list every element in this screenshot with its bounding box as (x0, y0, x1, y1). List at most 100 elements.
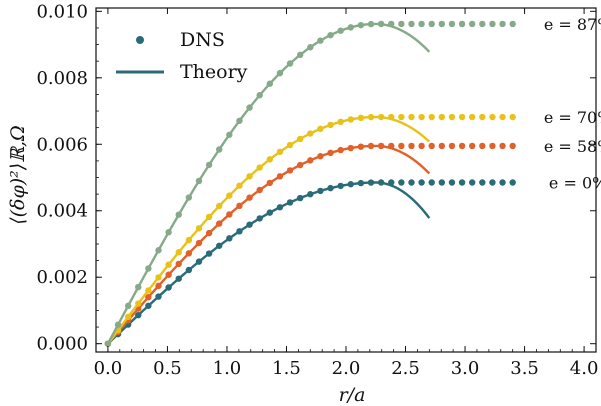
dns-point-1-22 (327, 149, 334, 157)
y-tick-label-5: 0.010 (36, 1, 88, 22)
dns-point-3-20 (307, 44, 314, 51)
dns-point-1-27 (377, 142, 385, 150)
dns-point-3-36 (468, 20, 476, 28)
x-tick-label-5: 2.5 (391, 358, 420, 379)
plot-area (95, 7, 597, 353)
dns-point-0-39 (499, 179, 506, 186)
dns-point-0-16 (266, 209, 274, 216)
dns-point-0-37 (479, 179, 486, 186)
dns-point-0-11 (216, 242, 223, 249)
dns-point-3-6 (165, 229, 172, 236)
dns-point-3-18 (286, 60, 294, 67)
dns-point-1-9 (195, 239, 203, 247)
dns-point-2-7 (175, 249, 182, 256)
dns-point-3-29 (398, 20, 405, 28)
dns-point-3-28 (388, 20, 395, 28)
dns-point-2-31 (418, 113, 425, 121)
dns-point-2-15 (256, 164, 263, 171)
dns-point-2-14 (246, 173, 253, 180)
x-tick-label-6: 3.0 (451, 358, 480, 379)
dns-point-0-31 (418, 179, 425, 186)
dns-point-2-37 (479, 113, 486, 121)
theory-line-1 (106, 144, 431, 345)
dns-point-2-21 (317, 125, 324, 133)
dns-point-2-5 (155, 274, 162, 281)
dns-point-0-22 (327, 184, 334, 192)
dns-point-1-21 (317, 153, 324, 160)
dns-point-1-36 (468, 142, 476, 150)
dns-point-3-19 (296, 51, 304, 59)
dns-point-1-32 (428, 142, 435, 150)
dns-point-3-11 (216, 146, 223, 153)
dns-point-1-24 (347, 144, 354, 152)
dns-point-1-4 (145, 293, 152, 301)
dns-point-0-26 (367, 179, 375, 186)
dns-point-1-35 (458, 142, 466, 150)
dns-point-1-28 (388, 142, 395, 150)
dns-point-0-8 (185, 266, 193, 274)
dns-point-3-32 (428, 20, 435, 28)
dns-point-0-5 (155, 293, 162, 300)
dns-point-0-14 (246, 221, 253, 228)
dns-point-2-10 (205, 213, 213, 221)
dns-point-2-25 (357, 114, 365, 122)
dns-point-2-34 (448, 113, 456, 121)
dns-point-2-20 (307, 130, 314, 137)
dns-point-0-29 (398, 179, 405, 186)
dns-point-3-35 (458, 20, 466, 28)
dns-point-0-30 (408, 179, 415, 186)
dns-point-3-13 (236, 117, 243, 124)
dns-point-2-35 (458, 113, 466, 121)
theory-line-0 (107, 181, 431, 345)
dns-point-1-34 (448, 142, 456, 150)
dns-point-3-39 (499, 20, 506, 28)
dns-point-3-2 (124, 302, 132, 310)
dns-point-0-23 (337, 182, 344, 190)
dns-point-2-13 (236, 182, 243, 189)
dns-point-2-22 (327, 121, 334, 129)
dns-point-3-3 (135, 283, 142, 291)
theory-line-2 (106, 115, 431, 345)
dns-point-0-40 (509, 179, 516, 186)
dns-point-3-4 (145, 265, 152, 272)
dns-point-2-30 (408, 113, 415, 121)
dns-point-2-40 (509, 113, 516, 121)
y-tick-label-4: 0.008 (36, 68, 88, 89)
dns-point-3-14 (246, 104, 253, 111)
plot-frame (95, 7, 597, 353)
dns-point-3-16 (266, 80, 274, 87)
dns-point-3-34 (448, 20, 456, 28)
dns-point-2-12 (226, 192, 233, 199)
dns-point-0-28 (388, 179, 395, 186)
dns-point-3-30 (408, 20, 415, 28)
dns-point-1-37 (479, 142, 486, 150)
dns-point-1-40 (509, 142, 516, 150)
dns-point-2-27 (377, 113, 385, 121)
dns-point-1-33 (438, 142, 446, 150)
dns-point-3-40 (509, 20, 516, 28)
dns-point-0-12 (226, 235, 233, 242)
dns-point-0-10 (205, 250, 213, 257)
dns-point-2-11 (216, 202, 223, 210)
dns-point-2-8 (185, 236, 193, 244)
dns-point-3-1 (114, 321, 122, 328)
dns-point-0-25 (357, 179, 365, 187)
dns-point-0-13 (236, 228, 243, 235)
dns-point-3-10 (205, 161, 213, 169)
dns-point-3-31 (418, 20, 425, 28)
dns-point-1-18 (286, 167, 294, 174)
dns-point-1-19 (296, 161, 304, 169)
dns-point-2-2 (124, 313, 132, 321)
dns-point-3-37 (479, 20, 486, 28)
dns-point-3-9 (195, 177, 203, 185)
dns-point-1-20 (307, 157, 314, 164)
legend: DNS Theory (116, 29, 248, 83)
dns-point-2-18 (286, 141, 294, 149)
dns-point-0-32 (428, 179, 435, 186)
dns-point-0-24 (347, 181, 354, 188)
series-3 (104, 20, 516, 347)
x-tick-label-7: 3.5 (510, 358, 539, 379)
annotation-0: e = 87% (544, 15, 601, 34)
series-layer: e = 87% e = 70% e = 58% e = 0% (104, 15, 601, 347)
